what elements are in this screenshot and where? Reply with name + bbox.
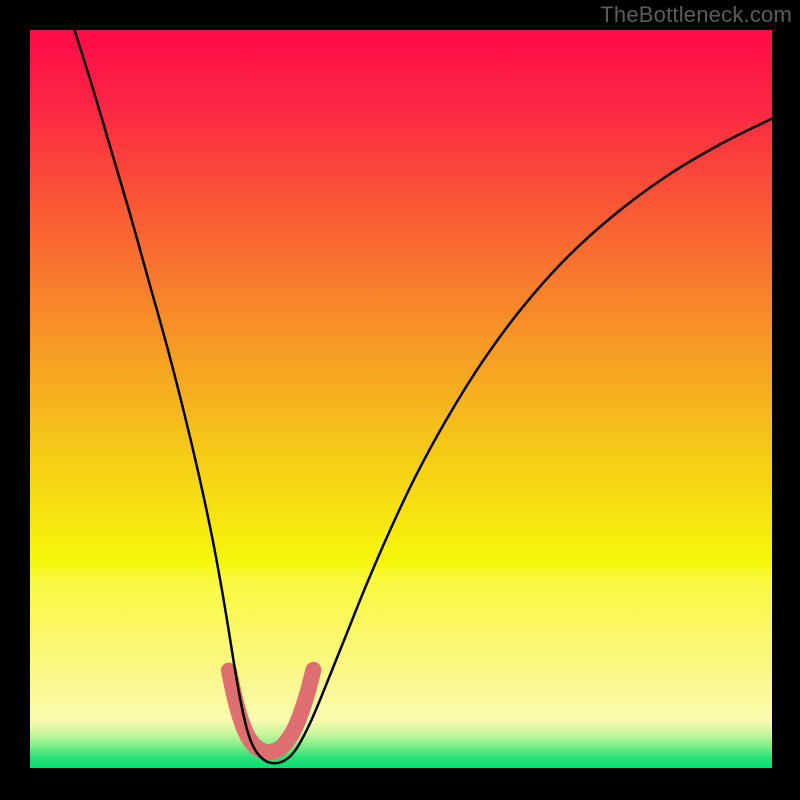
chart-svg <box>30 30 772 768</box>
gradient-background <box>30 30 772 768</box>
plot-area <box>30 30 772 768</box>
watermark-text: TheBottleneck.com <box>600 2 792 28</box>
